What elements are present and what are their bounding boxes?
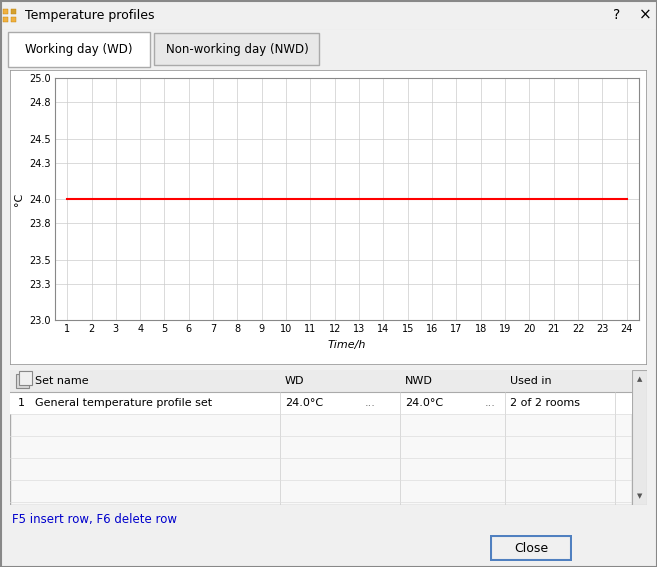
Text: ×: × [639,7,651,23]
FancyBboxPatch shape [491,536,571,560]
Text: Close: Close [514,541,548,555]
Y-axis label: °C: °C [14,192,24,206]
Text: ?: ? [614,8,621,22]
Text: 1: 1 [18,398,25,408]
Text: Working day (WD): Working day (WD) [25,43,133,56]
Bar [11,9,16,14]
Bar [3,9,8,14]
Text: General temperature profile set: General temperature profile set [35,398,212,408]
Text: WD: WD [285,376,304,386]
FancyBboxPatch shape [10,70,647,365]
Text: NWD: NWD [405,376,433,386]
FancyBboxPatch shape [19,371,32,385]
Text: ...: ... [365,398,376,408]
Text: ...: ... [485,398,496,408]
FancyBboxPatch shape [16,374,29,388]
Text: 24.0°C: 24.0°C [405,398,443,408]
Text: ▲: ▲ [637,376,642,382]
Text: ▼: ▼ [637,493,642,499]
Text: 2 of 2 rooms: 2 of 2 rooms [510,398,580,408]
Bar [3,17,8,22]
FancyBboxPatch shape [632,370,647,505]
FancyBboxPatch shape [154,33,319,65]
Text: Used in: Used in [510,376,552,386]
FancyBboxPatch shape [10,392,632,414]
FancyBboxPatch shape [10,370,632,505]
FancyBboxPatch shape [10,370,632,392]
X-axis label: Time/h: Time/h [328,340,366,350]
Text: F5 insert row, F6 delete row: F5 insert row, F6 delete row [12,514,177,527]
Text: Set name: Set name [35,376,89,386]
Text: 24.0°C: 24.0°C [285,398,323,408]
Text: Temperature profiles: Temperature profiles [25,9,154,22]
Text: Non-working day (NWD): Non-working day (NWD) [166,43,308,56]
FancyBboxPatch shape [8,32,150,67]
Bar [11,17,16,22]
